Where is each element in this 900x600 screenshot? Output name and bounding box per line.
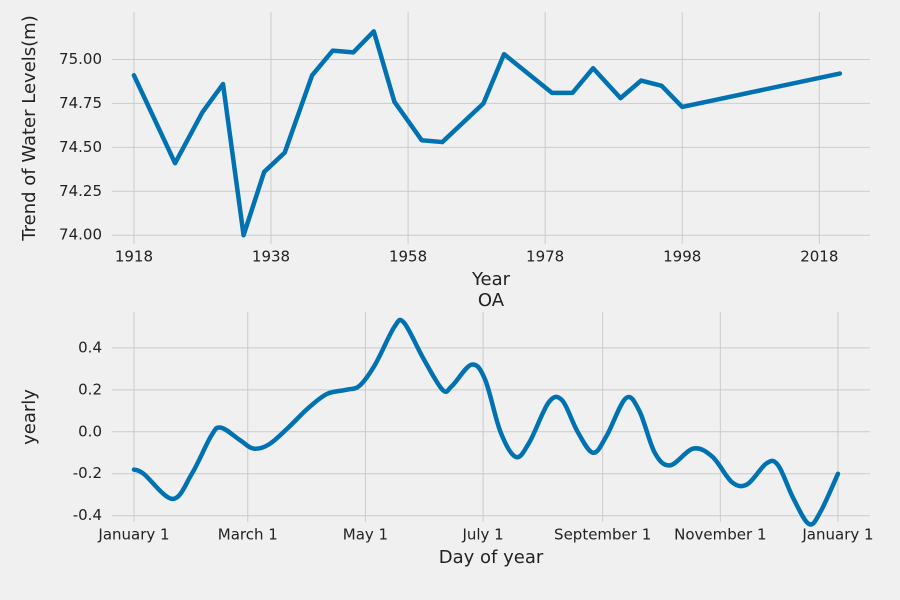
y-tick-label: -0.2	[73, 464, 102, 482]
y-axis-label: yearly	[19, 389, 40, 445]
x-tick-label: May 1	[343, 526, 388, 544]
x-tick-label: 1918	[115, 248, 153, 266]
x-axis-label: Year	[471, 269, 511, 290]
y-tick-label: 74.25	[59, 182, 102, 200]
y-tick-label: 0.2	[78, 380, 102, 398]
y-tick-label: 74.00	[59, 226, 102, 244]
x-tick-label: 1978	[526, 248, 564, 266]
x-tick-label: January 1	[97, 526, 169, 544]
x-tick-label: January 1	[801, 526, 873, 544]
x-tick-label: 2018	[800, 248, 838, 266]
y-tick-label: 74.50	[59, 138, 102, 156]
x-tick-label: March 1	[218, 526, 278, 544]
line	[131, 317, 841, 527]
chart-title: OA	[478, 290, 505, 311]
y-axis-label: Trend of Water Levels(m)	[19, 15, 40, 241]
x-tick-label: November 1	[674, 526, 766, 544]
x-tick-label: September 1	[554, 526, 651, 544]
y-tick-label: 75.00	[59, 50, 102, 68]
line	[131, 29, 843, 238]
x-tick-label: 1998	[663, 248, 701, 266]
y-tick-label: 74.75	[59, 94, 102, 112]
y-tick-label: 0.0	[78, 422, 102, 440]
y-tick-label: 0.4	[78, 338, 102, 356]
x-tick-label: 1958	[389, 248, 427, 266]
x-tick-label: 1938	[252, 248, 290, 266]
x-axis-label: Day of year	[439, 547, 544, 568]
x-tick-label: July 1	[461, 526, 503, 544]
y-tick-label: -0.4	[73, 506, 102, 524]
